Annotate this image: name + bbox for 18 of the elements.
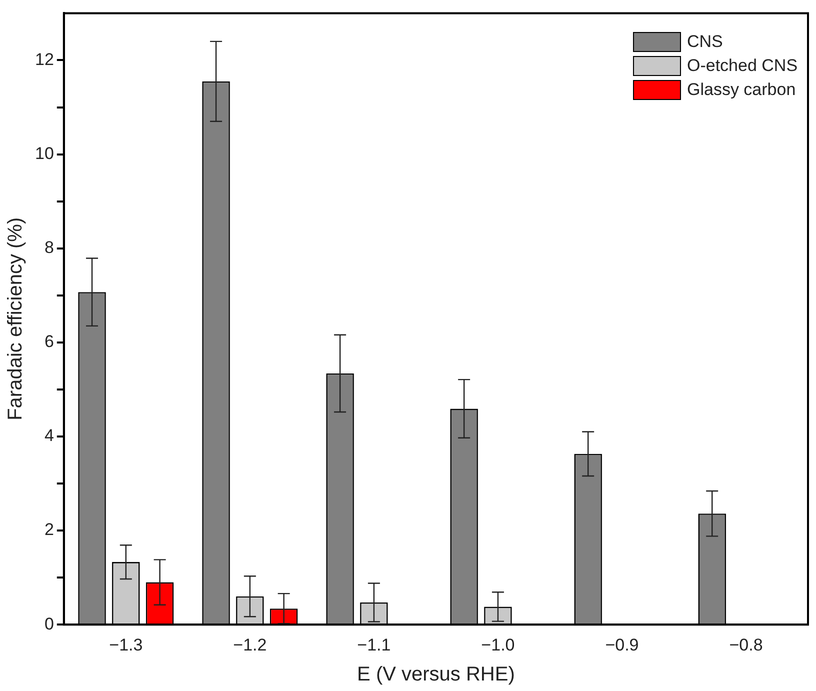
y-tick-label: 6: [44, 332, 54, 352]
x-tick-label: −1.2: [233, 635, 267, 654]
x-tick-label: −0.9: [605, 635, 639, 654]
legend-label: O-etched CNS: [687, 55, 798, 78]
legend-label: CNS: [687, 31, 723, 54]
legend-label: Glassy carbon: [687, 79, 796, 102]
x-tick-label: −1.3: [109, 635, 143, 654]
x-tick-label: −0.8: [729, 635, 763, 654]
y-tick-label: 4: [44, 426, 54, 446]
y-tick-label: 2: [44, 520, 54, 540]
x-tick-label: −1.1: [357, 635, 391, 654]
y-tick-label: 8: [44, 238, 54, 258]
y-tick-label: 0: [44, 614, 54, 634]
x-axis-title: E (V versus RHE): [357, 664, 515, 686]
y-tick-label: 10: [34, 144, 54, 163]
y-axis-title: Faradaic efficiency (%): [4, 217, 27, 420]
y-tick-label: 12: [34, 50, 54, 69]
x-tick-label: −1.0: [481, 635, 515, 654]
